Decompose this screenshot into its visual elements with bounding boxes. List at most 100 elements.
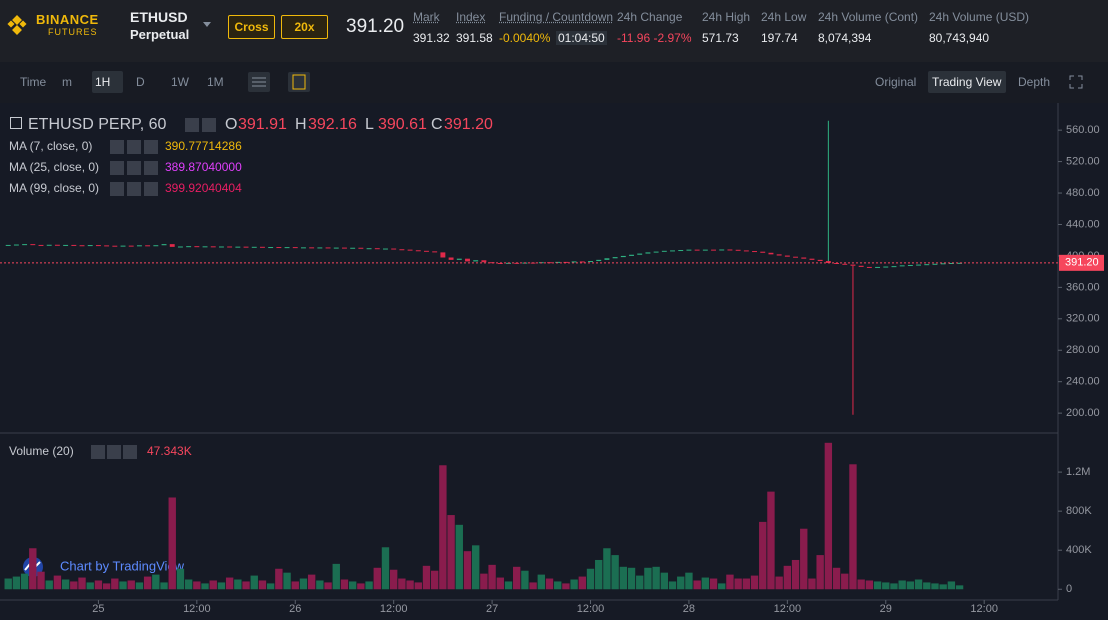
ma-name: MA (7, close, 0) xyxy=(9,139,93,153)
stat-value: 8,074,394 xyxy=(818,31,872,45)
view-button[interactable]: Trading View xyxy=(932,75,1002,89)
fullscreen-icon[interactable] xyxy=(1069,75,1083,89)
volume-bar xyxy=(373,567,381,590)
x-tick-label: 25 xyxy=(92,603,104,615)
volume-bar xyxy=(595,559,603,590)
stat-value: 391.58 xyxy=(456,31,493,45)
collapse-icon[interactable] xyxy=(10,117,22,129)
legend-icon[interactable] xyxy=(144,140,158,154)
volume-bar xyxy=(660,572,669,590)
x-tick-label: 12:00 xyxy=(380,603,408,615)
candle xyxy=(834,262,840,264)
volume-bar xyxy=(447,515,455,590)
volume-bar xyxy=(94,580,103,590)
settings-icon[interactable] xyxy=(248,72,270,92)
volume-bar xyxy=(12,576,21,590)
volume-bar xyxy=(365,581,373,590)
candle xyxy=(875,266,881,268)
volume-bar xyxy=(742,578,751,590)
volume-bar xyxy=(734,578,742,590)
volume-bar xyxy=(176,568,185,590)
volume-bar xyxy=(791,559,800,590)
volume-bar xyxy=(201,583,209,590)
interval-button[interactable]: Time xyxy=(20,75,47,89)
candle xyxy=(784,255,790,257)
legend-icon[interactable] xyxy=(144,182,158,196)
volume-bar xyxy=(61,579,70,590)
legend-icon[interactable] xyxy=(127,161,141,175)
ohlc-key: C xyxy=(431,116,443,133)
volume-bar xyxy=(357,583,365,590)
candle xyxy=(776,254,782,256)
interval-button[interactable]: m xyxy=(62,75,72,89)
legend-icon[interactable] xyxy=(110,182,124,196)
volume-bar xyxy=(759,521,767,590)
interval-button[interactable]: D xyxy=(136,75,145,89)
stat-value: -0.0040% xyxy=(499,31,551,45)
legend-icon[interactable] xyxy=(127,182,141,196)
volume-bar xyxy=(307,574,316,590)
volume-bar xyxy=(111,578,119,590)
candle xyxy=(54,244,60,246)
volume-bar xyxy=(849,464,857,590)
ohlc-key: O xyxy=(225,116,238,133)
legend-icon[interactable] xyxy=(127,140,141,154)
ma-value: 389.87040000 xyxy=(165,160,242,174)
volume-bar xyxy=(439,465,447,590)
candle xyxy=(653,251,659,253)
volume-bar xyxy=(882,582,890,590)
symbol[interactable]: ETHUSD xyxy=(130,9,188,25)
legend-icon[interactable] xyxy=(107,445,121,459)
candle xyxy=(374,248,380,250)
ohlc-value: 391.91 xyxy=(238,116,287,133)
candle xyxy=(13,244,19,246)
volume-bar xyxy=(291,581,299,590)
view-button[interactable]: Depth xyxy=(1018,75,1051,89)
volume-bar xyxy=(422,565,431,590)
volume-bar xyxy=(808,578,816,590)
volume-bar xyxy=(86,582,94,590)
stat-label: 24h Low xyxy=(761,10,807,24)
indicator-icon[interactable] xyxy=(288,72,310,92)
chart-credit[interactable]: Chart by TradingView xyxy=(60,558,185,573)
volume-bar xyxy=(20,573,29,590)
symbol-caret[interactable] xyxy=(203,22,211,27)
volume-bar xyxy=(841,573,849,590)
volume-bar xyxy=(283,572,291,590)
legend-icon[interactable] xyxy=(91,445,105,459)
volume-bar xyxy=(955,585,964,590)
legend-icon[interactable] xyxy=(123,445,137,459)
volume-bar xyxy=(414,582,422,590)
interval-button[interactable]: 1H xyxy=(95,75,111,89)
candle xyxy=(366,248,372,250)
volume-bar xyxy=(324,582,332,590)
legend-icon[interactable] xyxy=(144,161,158,175)
legend-icon[interactable] xyxy=(185,118,199,132)
volume-bar xyxy=(677,576,685,590)
view-button[interactable]: Original xyxy=(875,75,917,89)
y-tick-label: 560.00 xyxy=(1066,124,1100,136)
candle xyxy=(711,249,716,251)
candle xyxy=(95,245,101,247)
margin-mode-button[interactable]: Cross xyxy=(228,15,275,39)
volume-bar xyxy=(824,442,833,590)
candle xyxy=(481,260,487,263)
legend-icon[interactable] xyxy=(110,161,124,175)
candle xyxy=(456,258,462,260)
candle xyxy=(940,263,946,265)
interval-button[interactable]: 1W xyxy=(171,75,189,89)
legend-icon[interactable] xyxy=(202,118,216,132)
leverage-button[interactable]: 20x xyxy=(281,15,328,39)
interval-button[interactable]: 1M xyxy=(207,75,224,89)
candle xyxy=(300,247,306,249)
candle xyxy=(210,246,216,248)
candle xyxy=(916,264,922,266)
ohlc-value: 390.61 xyxy=(378,116,427,133)
logo-icon xyxy=(7,15,27,35)
volume-bar xyxy=(463,551,472,590)
volume-bar xyxy=(381,547,390,590)
logo-text: BINANCE xyxy=(36,12,99,27)
volume-tick-label: 0 xyxy=(1066,583,1072,595)
volume-bar xyxy=(70,581,78,590)
legend-icon[interactable] xyxy=(110,140,124,154)
